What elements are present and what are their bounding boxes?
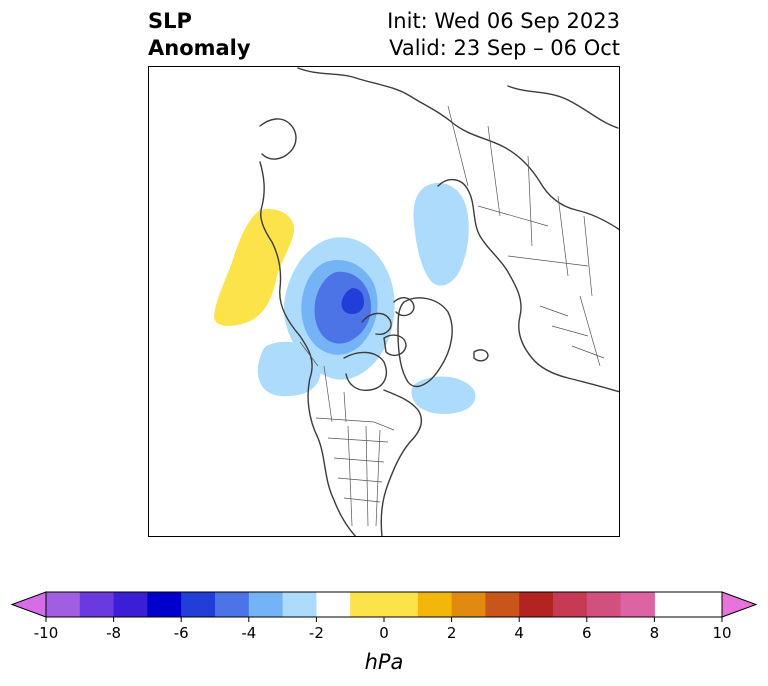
us-canada-border bbox=[315, 417, 395, 431]
colorbar-tick-label: -8 bbox=[106, 624, 121, 642]
coastlines bbox=[259, 67, 620, 537]
colorbar-segment bbox=[147, 592, 182, 617]
us-state-lines bbox=[327, 425, 389, 527]
colorbar-tick-label: 8 bbox=[650, 624, 660, 642]
colorbar-segment bbox=[181, 592, 216, 617]
colorbar-extend-min bbox=[10, 591, 47, 618]
colorbar-segment bbox=[620, 592, 655, 617]
map-frame bbox=[148, 66, 620, 537]
forecast-dates: Init: Wed 06 Sep 2023 Valid: 23 Sep – 06… bbox=[387, 8, 620, 62]
colorbar-tick-label: 2 bbox=[447, 624, 457, 642]
colorbar-tick-label: -10 bbox=[34, 624, 59, 642]
hudson-bay-coast bbox=[343, 351, 388, 391]
country-borders bbox=[299, 105, 605, 527]
colorbar-tick-label: 0 bbox=[379, 624, 389, 642]
colorbar-segment bbox=[282, 592, 317, 617]
init-date: Init: Wed 06 Sep 2023 bbox=[387, 9, 620, 33]
colorbar-tick-label: 4 bbox=[514, 624, 524, 642]
colorbar-label: hPa bbox=[365, 650, 404, 674]
siberia-coast bbox=[297, 67, 620, 231]
positive-anomaly-alaska bbox=[214, 208, 295, 326]
colorbar-segment bbox=[46, 592, 81, 617]
anomaly-level-5 bbox=[341, 288, 364, 314]
iceland-coast bbox=[473, 349, 489, 362]
negative-anomaly-north-atlantic bbox=[411, 376, 476, 414]
map-title: SLP Anomaly bbox=[148, 8, 251, 62]
colorbar-tick-label: -2 bbox=[309, 624, 324, 642]
colorbar-segment bbox=[113, 592, 148, 617]
russia-region-lines bbox=[447, 105, 593, 297]
canada-province-lines bbox=[299, 341, 347, 423]
colorbar-segment bbox=[451, 592, 486, 617]
colorbar: -10 -8 -6 -4 -2 0 2 4 6 8 10 hPa bbox=[10, 591, 758, 674]
colorbar-ticks: -10 -8 -6 -4 -2 0 2 4 6 8 10 bbox=[34, 617, 732, 642]
europe-country-lines bbox=[539, 295, 605, 367]
colorbar-segment bbox=[417, 592, 453, 617]
arctic-islands bbox=[361, 297, 415, 357]
asia-east-coast bbox=[507, 85, 619, 129]
title-line-1: SLP bbox=[148, 9, 192, 33]
slp-anomaly-map bbox=[148, 66, 620, 537]
colorbar-segment bbox=[586, 592, 622, 617]
colorbar-segment bbox=[248, 592, 284, 617]
north-america-east-coast bbox=[380, 389, 422, 537]
colorbar-tick-label: -6 bbox=[174, 624, 189, 642]
europe-coast bbox=[437, 179, 620, 393]
greenland-coast bbox=[397, 297, 453, 387]
north-america-west-coast bbox=[259, 161, 357, 537]
colorbar-extend-max bbox=[721, 591, 758, 618]
colorbar-segment bbox=[485, 592, 520, 617]
valid-range: Valid: 23 Sep – 06 Oct bbox=[389, 36, 620, 60]
colorbar-segments bbox=[10, 591, 758, 618]
colorbar-segment bbox=[215, 592, 250, 617]
colorbar-tick-label: -4 bbox=[241, 624, 256, 642]
kamchatka-coast bbox=[259, 118, 297, 160]
colorbar-segment bbox=[316, 592, 351, 617]
negative-anomaly-barents-scandinavia bbox=[413, 182, 469, 286]
title-line-2: Anomaly bbox=[148, 36, 251, 60]
anomaly-fills bbox=[214, 182, 476, 414]
colorbar-segment bbox=[350, 592, 419, 617]
colorbar-segment bbox=[553, 592, 588, 617]
colorbar-tick-label: 6 bbox=[582, 624, 592, 642]
colorbar-tick-label: 10 bbox=[712, 624, 731, 642]
colorbar-segment bbox=[79, 592, 115, 617]
colorbar-segment bbox=[519, 592, 554, 617]
